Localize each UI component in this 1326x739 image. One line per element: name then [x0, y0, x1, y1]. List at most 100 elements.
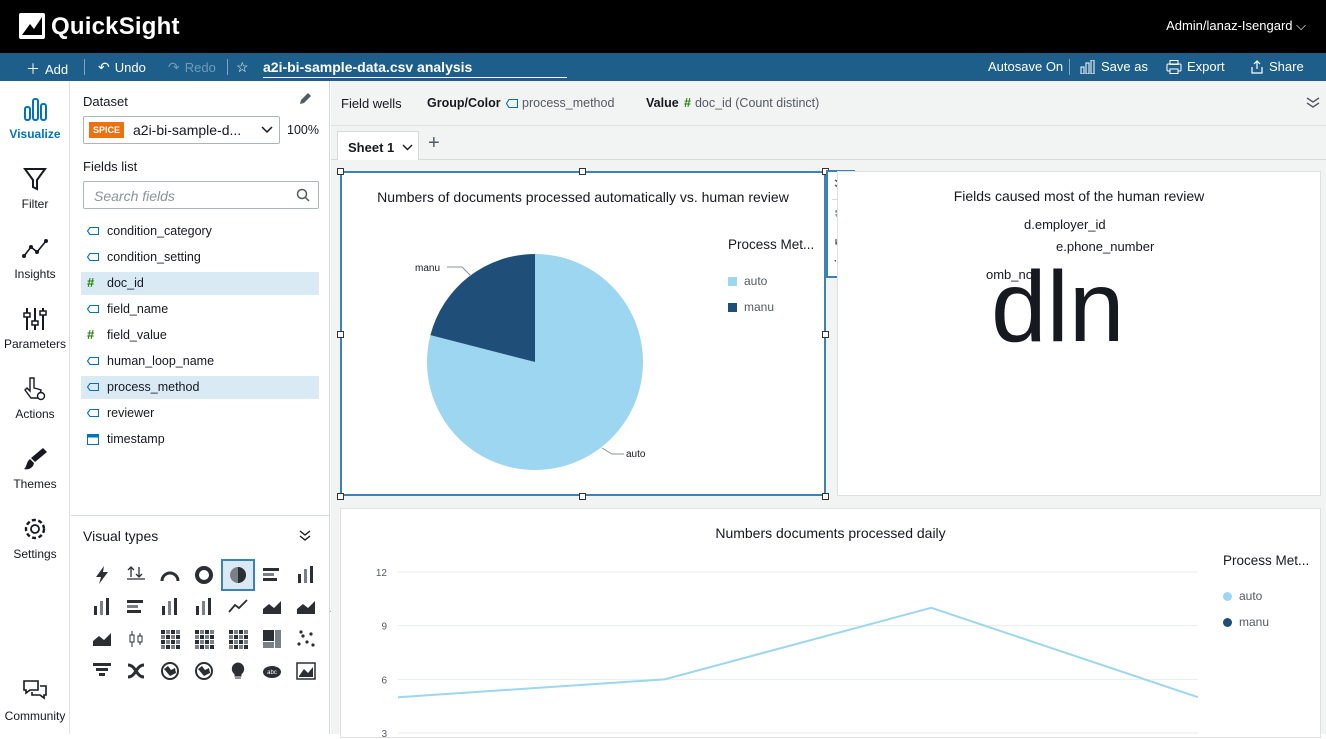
- resize-handle[interactable]: [337, 168, 344, 175]
- autograph-visual-type-icon[interactable]: [85, 559, 119, 591]
- word-cloud-visual[interactable]: Fields caused most of the human review d…: [837, 171, 1321, 496]
- field-item[interactable]: # doc_id: [81, 272, 319, 295]
- save-as-label: Save as: [1101, 59, 1148, 74]
- double-chevron-down-icon[interactable]: [1306, 97, 1320, 109]
- toolbar-divider: [1069, 59, 1070, 75]
- pie-slice-manu[interactable]: [430, 254, 535, 362]
- search-fields-input[interactable]: Search fields: [83, 181, 319, 209]
- heat-map-visual-type-icon[interactable]: [153, 623, 187, 655]
- box-plot-visual-type-icon[interactable]: [119, 623, 153, 655]
- table-grid-visual-type-icon[interactable]: [221, 623, 255, 655]
- redo-button[interactable]: ↷ Redo: [168, 59, 216, 76]
- vbar-100-visual-type-icon[interactable]: [153, 591, 187, 623]
- nav-visualize[interactable]: Visualize: [0, 95, 70, 141]
- nav-community[interactable]: Community: [0, 677, 70, 723]
- favorite-star-icon[interactable]: ☆: [236, 59, 249, 75]
- measure-hash-icon: #: [87, 275, 95, 290]
- pie-legend-item[interactable]: manu: [728, 300, 774, 314]
- field-item[interactable]: reviewer: [81, 402, 319, 425]
- add-button[interactable]: ＋ Add: [26, 59, 68, 79]
- share-label: Share: [1269, 59, 1304, 74]
- tree-map-visual-type-icon[interactable]: [255, 623, 289, 655]
- resize-handle[interactable]: [822, 331, 829, 338]
- field-item[interactable]: process_method: [81, 376, 319, 399]
- resize-handle[interactable]: [337, 493, 344, 500]
- user-menu[interactable]: Admin/lanaz-Isengard ⌵: [1166, 18, 1306, 33]
- analysis-title-input[interactable]: a2i-bi-sample-data.csv analysis: [263, 58, 567, 78]
- dimension-tag-icon: [87, 304, 99, 314]
- funnel-visual-type-icon[interactable]: [85, 655, 119, 687]
- dataset-percent: 100%: [287, 123, 319, 137]
- line-visual-type-icon[interactable]: [221, 591, 255, 623]
- nav-themes[interactable]: Themes: [0, 445, 70, 491]
- pie-visual[interactable]: Numbers of documents processed automatic…: [340, 171, 826, 496]
- pencil-icon[interactable]: [297, 91, 313, 107]
- resize-handle[interactable]: [822, 493, 829, 500]
- stacked-area-visual-type-icon[interactable]: [289, 591, 323, 623]
- cloud-word[interactable]: dln: [991, 251, 1125, 363]
- pie-legend-item[interactable]: auto: [728, 274, 767, 288]
- donut-visual-type-icon[interactable]: [187, 559, 221, 591]
- nav-label: Insights: [14, 267, 56, 281]
- cloud-word[interactable]: e.phone_number: [1056, 239, 1155, 254]
- fields-list-label: Fields list: [83, 159, 138, 174]
- resize-handle[interactable]: [579, 168, 586, 175]
- insight-visual-type-icon[interactable]: [221, 655, 255, 687]
- add-sheet-button[interactable]: +: [428, 132, 440, 154]
- field-item[interactable]: timestamp: [81, 428, 319, 451]
- point-map-visual-type-icon[interactable]: [187, 655, 221, 687]
- double-chevron-down-icon[interactable]: [299, 530, 311, 542]
- resize-handle[interactable]: [337, 331, 344, 338]
- resize-handle[interactable]: [579, 493, 586, 500]
- line-visual[interactable]: Numbers documents processed daily 12 9 6 3 …: [340, 508, 1321, 739]
- export-button[interactable]: Export: [1166, 59, 1225, 74]
- vbar-stacked-visual-type-icon[interactable]: [85, 591, 119, 623]
- tab-sheet-1[interactable]: Sheet 1: [337, 131, 419, 161]
- field-item[interactable]: condition_category: [81, 220, 319, 243]
- area-visual-type-icon[interactable]: [255, 591, 289, 623]
- scatter-visual-type-icon[interactable]: [289, 623, 323, 655]
- nav-settings[interactable]: Settings: [0, 515, 70, 561]
- save-as-button[interactable]: Save as: [1080, 59, 1148, 74]
- gauge-visual-type-icon[interactable]: [153, 559, 187, 591]
- field-item[interactable]: human_loop_name: [81, 350, 319, 373]
- app-brand: QuickSight: [51, 13, 180, 40]
- sankey-visual-type-icon[interactable]: [119, 655, 153, 687]
- nav-actions[interactable]: Actions: [0, 375, 70, 421]
- pie-visual-type-icon[interactable]: [221, 559, 255, 591]
- nav-insights[interactable]: Insights: [0, 235, 70, 281]
- dataset-select[interactable]: SPICE a2i-bi-sample-d...: [83, 116, 280, 144]
- pivot-table-visual-type-icon[interactable]: [187, 623, 221, 655]
- nav-filter[interactable]: Filter: [0, 165, 70, 211]
- cloud-word[interactable]: d.employer_id: [1024, 217, 1106, 232]
- field-item[interactable]: field_name: [81, 298, 319, 321]
- line-legend-item[interactable]: auto: [1223, 589, 1262, 603]
- dimension-tag-icon: [87, 226, 99, 236]
- field-item[interactable]: condition_setting: [81, 246, 319, 269]
- nav-parameters[interactable]: Parameters: [0, 305, 70, 351]
- cloud-word[interactable]: omb_no: [986, 267, 1033, 282]
- autosave-toggle[interactable]: Autosave On: [988, 59, 1064, 74]
- vertical-bar-visual-type-icon[interactable]: [289, 559, 323, 591]
- field-name: timestamp: [107, 432, 165, 446]
- filled-map-visual-type-icon[interactable]: [153, 655, 187, 687]
- toolbar-divider: [84, 59, 85, 75]
- line-series-auto[interactable]: [397, 606, 1199, 699]
- area-line-visual-type-icon[interactable]: [85, 623, 119, 655]
- combo-visual-type-icon[interactable]: [187, 591, 221, 623]
- value-well[interactable]: # doc_id (Count distinct): [684, 96, 819, 110]
- gear-icon: [24, 518, 46, 540]
- y-tick-label: 6: [381, 675, 387, 686]
- word-cloud-visual-type-icon[interactable]: abc: [255, 655, 289, 687]
- kpi-visual-type-icon[interactable]: [119, 559, 153, 591]
- hbar-100-visual-type-icon[interactable]: [119, 591, 153, 623]
- horizontal-bar-visual-type-icon[interactable]: [255, 559, 289, 591]
- field-item[interactable]: # field_value: [81, 324, 319, 347]
- nav-label: Actions: [15, 407, 55, 421]
- group-color-well[interactable]: process_method: [506, 96, 614, 110]
- line-legend-item[interactable]: manu: [1223, 615, 1269, 629]
- custom-visual-visual-type-icon[interactable]: [289, 655, 323, 687]
- share-button[interactable]: Share: [1250, 59, 1304, 74]
- undo-button[interactable]: ↶ Undo: [98, 59, 146, 76]
- calendar-icon: [87, 434, 99, 445]
